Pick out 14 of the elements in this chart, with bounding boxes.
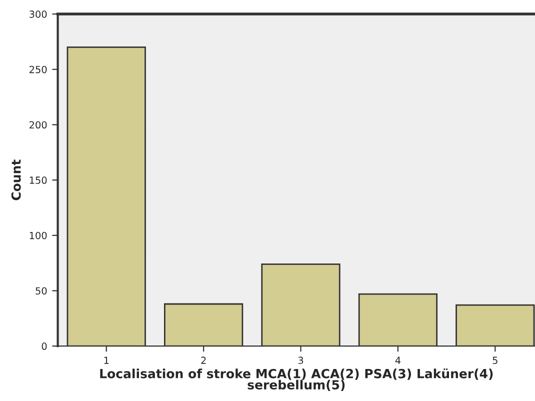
y-tick-label: 250 [30,66,47,74]
x-tick-label: 2 [201,356,206,364]
y-tick-label: 300 [30,10,47,18]
y-tick-label: 100 [30,232,47,240]
y-tick-label: 50 [36,287,47,295]
x-tick-label: 3 [298,356,304,364]
x-tick-label: 4 [395,356,401,364]
x-axis-title: Localisation of stroke MCA(1) ACA(2) PSA(3) Laküner(4) serebellum(5) [100,368,493,391]
y-tick-label: 150 [30,176,47,184]
y-tick-label: 0 [42,342,47,350]
y-axis-title: Count [11,160,21,200]
x-tick-label: 5 [492,356,498,364]
y-tick-label: 200 [30,121,47,129]
x-tick-label: 1 [104,356,109,364]
